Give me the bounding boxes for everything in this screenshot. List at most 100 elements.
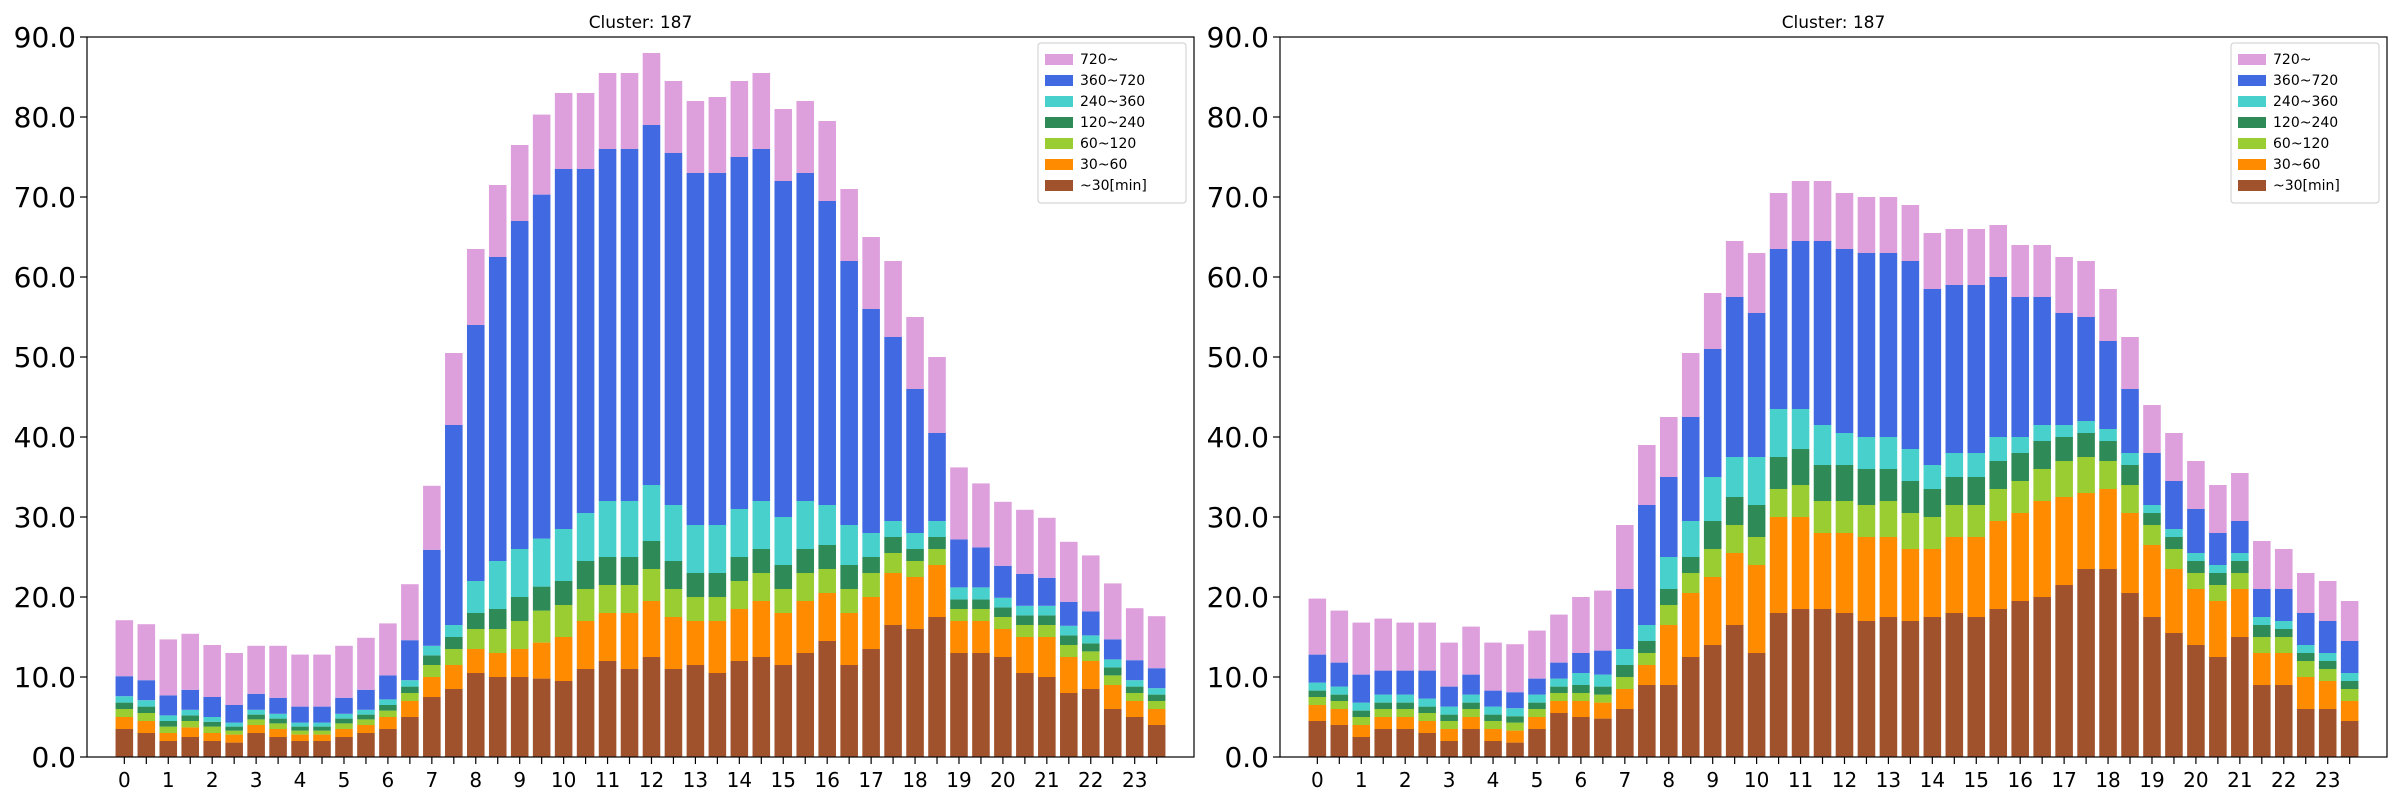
bar-segment <box>2318 709 2337 757</box>
x-tick-label: 1 <box>1355 768 1368 792</box>
bar-segment <box>247 714 265 720</box>
legend-swatch <box>2238 159 2266 170</box>
legend-swatch <box>1045 180 1073 191</box>
y-tick-label: 90.0 <box>14 21 76 54</box>
bar-segment <box>2187 561 2205 573</box>
bar-segment <box>2209 657 2227 757</box>
bar-segment <box>159 695 178 716</box>
legend-label: 30~60 <box>2273 157 2320 173</box>
bar-segment <box>906 629 924 757</box>
bar-segment <box>1857 621 1876 757</box>
x-tick-label: 11 <box>595 768 620 792</box>
bar-segment <box>1747 253 1766 313</box>
bar-segment <box>620 585 639 613</box>
bar-segment <box>950 621 968 653</box>
bar-segment <box>335 713 353 719</box>
bar-segment <box>510 621 529 649</box>
bar-segment <box>247 733 265 757</box>
legend-box <box>2230 42 2380 204</box>
bar-segment <box>972 483 990 548</box>
bar-segment <box>1945 453 1964 477</box>
bar-segment <box>1462 717 1480 729</box>
bar-segment <box>401 680 419 687</box>
bar-segment <box>115 676 134 697</box>
bar-segment <box>2340 681 2359 689</box>
bar-segment <box>994 607 1012 617</box>
bar-segment <box>1857 437 1876 469</box>
bar-segment <box>2318 669 2337 681</box>
x-tick-label: 3 <box>250 768 263 792</box>
bar-segment <box>1016 509 1034 574</box>
x-tick-label: 15 <box>771 768 796 792</box>
bar-segment <box>1901 513 1920 549</box>
bar-segment <box>1945 477 1964 505</box>
bar-segment <box>1308 697 1327 705</box>
bar-segment <box>1923 617 1942 757</box>
bar-segment <box>2340 601 2359 641</box>
bar-segment <box>203 733 221 741</box>
bar-segment <box>1462 729 1480 757</box>
legend-swatch <box>1045 159 1073 170</box>
bar-segment <box>554 681 573 757</box>
bar-segment <box>1396 702 1414 709</box>
bar-segment <box>1060 601 1078 626</box>
bar-segment <box>1330 701 1349 709</box>
bar-segment <box>1103 709 1122 757</box>
bar-segment <box>466 581 485 613</box>
bar-segment <box>1791 181 1810 241</box>
x-tick-label: 4 <box>294 768 307 792</box>
bar-segment <box>137 733 156 757</box>
bar-segment <box>884 573 902 625</box>
bar-segment <box>1462 626 1480 675</box>
bar-segment <box>1103 659 1122 668</box>
bar-segment <box>1989 277 2008 437</box>
bar-segment <box>1901 449 1920 481</box>
bar-segment <box>642 601 661 657</box>
bar-segment <box>137 624 156 681</box>
bar-segment <box>2209 585 2227 601</box>
y-tick-label: 0.0 <box>1224 741 1269 774</box>
legend-label: 60~120 <box>1080 136 1136 152</box>
bar-segment <box>1791 517 1810 609</box>
legend-label: 30~60 <box>1080 157 1127 173</box>
bar-segment <box>818 201 836 505</box>
bar-segment <box>1594 590 1612 651</box>
bar-segment <box>950 587 968 600</box>
bar-segment <box>1352 717 1371 725</box>
bar-segment <box>2274 621 2293 629</box>
bar-segment <box>686 573 705 597</box>
legend-swatch <box>1045 75 1073 86</box>
x-tick-label: 17 <box>2051 768 2076 792</box>
bar-segment <box>1703 521 1722 549</box>
bar-segment <box>2231 473 2249 521</box>
bar-segment <box>730 661 749 757</box>
bar-segment <box>357 719 375 725</box>
x-tick-label: 2 <box>206 768 219 792</box>
bar-segment <box>159 741 178 757</box>
bar-segment <box>532 586 551 611</box>
bar-segment <box>1374 702 1393 709</box>
bar-segment <box>1659 417 1678 477</box>
bar-segment <box>1528 694 1546 703</box>
bar-segment <box>1418 670 1436 699</box>
bar-segment <box>423 485 441 550</box>
bar-segment <box>291 722 309 727</box>
bar-segment <box>1528 630 1546 679</box>
bar-segment <box>2318 661 2337 669</box>
bar-segment <box>1703 577 1722 645</box>
bar-segment <box>2011 453 2029 481</box>
bar-segment <box>313 654 331 707</box>
x-tick-label: 6 <box>382 768 395 792</box>
bar-segment <box>1374 694 1393 703</box>
bar-segment <box>774 613 793 665</box>
bar-segment <box>2274 549 2293 589</box>
y-tick-label: 50.0 <box>1207 341 1269 374</box>
plot-frame <box>86 36 1195 758</box>
bar-segment <box>1125 660 1144 681</box>
bar-segment <box>994 597 1012 608</box>
bar-segment <box>401 584 419 641</box>
legend: 720~ 360~720 240~360 120~240 60~120 30~60 ~30[… <box>2230 42 2380 204</box>
bar-segment <box>906 389 924 533</box>
x-tick-label: 9 <box>1706 768 1719 792</box>
bar-segment <box>1374 670 1393 695</box>
